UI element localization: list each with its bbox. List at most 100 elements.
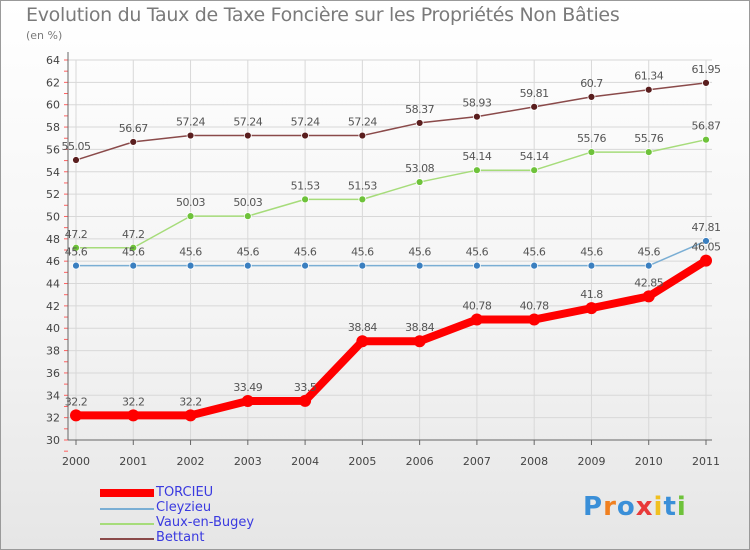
legend-swatch [100, 523, 154, 525]
series-torcieu-point [356, 335, 369, 348]
series-vaux-en-bugey-point [301, 195, 309, 204]
series-vaux-en-bugey-point [186, 212, 195, 221]
series-bettant-point [530, 102, 539, 111]
data-label: 45.6 [580, 246, 603, 259]
y-tick-label: 64 [46, 54, 60, 67]
x-tick-label: 2008 [520, 455, 548, 468]
series-bettant-point [129, 138, 138, 146]
series-bettant-point [587, 92, 596, 101]
data-label: 33.49 [233, 381, 262, 394]
series-torcieu-point [700, 254, 712, 267]
y-tick-label: 46 [46, 255, 60, 268]
data-label: 50.03 [176, 196, 205, 209]
series-vaux-en-bugey-point [358, 195, 367, 204]
series-bettant-point [301, 131, 309, 140]
series-bettant-point [358, 131, 367, 140]
x-tick-label: 2002 [177, 455, 205, 468]
y-tick-label: 58 [46, 121, 60, 134]
series-cleyzieu-point [72, 261, 80, 270]
y-tick-label: 52 [46, 188, 60, 201]
data-labels-layer: 32.2 32.2 32.2 33.49 33.5 38.84 38.84 40.78 40.7… [62, 63, 722, 409]
y-tick-label: 54 [46, 166, 60, 179]
data-label: 54.14 [462, 150, 491, 163]
grid-lines [68, 59, 712, 441]
series-torcieu-point [470, 313, 483, 326]
y-tick-label: 42 [46, 300, 60, 313]
logo-letter: t [663, 492, 677, 522]
series-torcieu-point [127, 409, 140, 422]
x-tick-label: 2001 [119, 455, 147, 468]
logo-letter: P [583, 492, 604, 522]
data-label: 45.6 [179, 246, 202, 259]
data-label: 53.08 [405, 162, 434, 175]
data-label: 40.78 [520, 300, 549, 313]
y-tick-label: 48 [46, 233, 60, 246]
series-bettant-point [186, 131, 195, 140]
series-cleyzieu-point [243, 261, 252, 270]
series-bettant-point [243, 131, 252, 140]
y-tick-label: 44 [46, 278, 60, 291]
x-tick-label: 2011 [692, 455, 720, 468]
x-tick-label: 2003 [234, 455, 262, 468]
data-label: 61.95 [692, 63, 721, 76]
logo-letter: o [616, 492, 636, 522]
legend-swatch [100, 508, 154, 510]
series-vaux-en-bugey-point [129, 243, 138, 252]
series-torcieu-point [299, 394, 312, 407]
data-label: 55.76 [577, 132, 606, 145]
x-tick-label: 2009 [577, 455, 605, 468]
x-tick-label: 2004 [291, 455, 319, 468]
series-cleyzieu-point [530, 261, 539, 270]
series-torcieu-point [585, 302, 598, 315]
y-tick-label: 38 [46, 345, 60, 358]
data-label: 56.87 [692, 120, 721, 133]
data-label: 33.5 [294, 381, 317, 394]
series-bettant-line [75, 82, 707, 161]
data-label: 45.6 [466, 246, 489, 259]
data-label: 55.76 [634, 132, 663, 145]
data-label: 32.2 [179, 395, 202, 408]
y-tick-label: 62 [46, 76, 60, 89]
series-vaux-en-bugey-point [72, 243, 80, 252]
data-label: 45.6 [637, 246, 660, 259]
data-label: 58.93 [462, 97, 491, 110]
data-label: 45.6 [351, 246, 374, 259]
series-bettant-point [644, 85, 653, 94]
series-cleyzieu-point [358, 261, 367, 270]
data-label: 45.6 [237, 246, 260, 259]
series-cleyzieu-point [186, 261, 195, 270]
series-vaux-en-bugey-point [473, 166, 481, 175]
data-label: 45.6 [523, 246, 546, 259]
y-tick-label: 56 [46, 143, 60, 156]
legend-label: Cleyzieu [156, 500, 212, 515]
series-bettant-point [415, 119, 424, 127]
data-label: 41.8 [580, 288, 603, 301]
y-tick-label: 32 [46, 412, 60, 425]
data-label: 40.78 [462, 300, 491, 313]
logo-letter: r [603, 492, 617, 522]
y-tick-label: 50 [46, 210, 60, 223]
x-tick-label: 2010 [635, 455, 663, 468]
x-tick-label: 2006 [406, 455, 434, 468]
data-label: 57.24 [233, 116, 262, 129]
data-label: 32.2 [122, 395, 145, 408]
data-label: 57.24 [291, 116, 320, 129]
data-label: 61.34 [634, 70, 663, 83]
data-label: 51.53 [291, 179, 320, 192]
series-cleyzieu-point [415, 261, 424, 270]
data-label: 42.85 [634, 276, 663, 289]
data-label: 56.67 [119, 122, 148, 135]
logo-letter: i [653, 492, 664, 522]
data-label: 57.24 [176, 116, 205, 129]
series-vaux-en-bugey-point [644, 148, 653, 156]
series-cleyzieu-point [301, 261, 309, 270]
legend-swatch [100, 538, 154, 540]
data-label: 38.84 [348, 321, 377, 334]
series-vaux-en-bugey-point [587, 148, 596, 156]
data-label: 47.2 [65, 228, 88, 241]
series-bettant-point [72, 156, 80, 164]
series-cleyzieu-point [644, 261, 653, 270]
y-tick-label: 30 [46, 434, 60, 447]
series-vaux-en-bugey-point [702, 135, 710, 144]
